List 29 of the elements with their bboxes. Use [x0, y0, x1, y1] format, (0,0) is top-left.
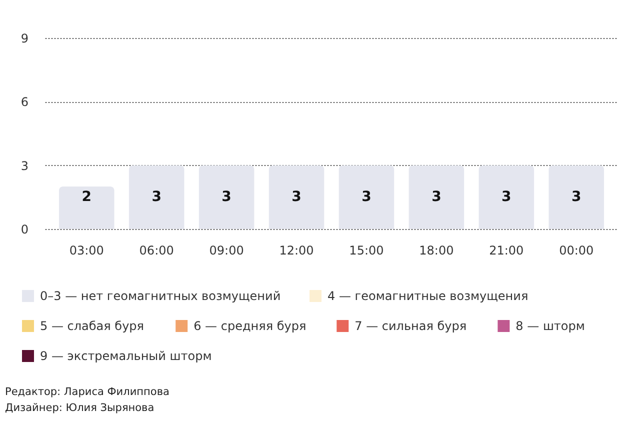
legend-label: 8 — шторм	[516, 319, 585, 333]
data-label: 3	[571, 189, 582, 205]
y-tick-label: 0	[20, 222, 28, 236]
text: Дизайнер: Юлия Зырянова	[5, 402, 154, 414]
data-label: 3	[292, 189, 302, 205]
data-label: 3	[362, 189, 372, 205]
x-tick-label: 09:00	[209, 244, 244, 258]
x-tick-label: 18:00	[419, 244, 454, 258]
x-tick-label: 03:00	[69, 244, 104, 258]
legend-label: 4 — геомагнитные возмущения	[328, 289, 528, 303]
text: Редактор: Лариса Филиппова	[5, 386, 170, 398]
x-tick-label: 12:00	[279, 244, 314, 258]
x-tick-label: 00:00	[559, 244, 594, 258]
data-label: 3	[222, 189, 232, 205]
legend-label: 0–3 — нет геомагнитных возмущений	[40, 289, 281, 303]
legend-label: 9 — экстремальный шторм	[40, 349, 212, 363]
legend-label: 6 — средняя буря	[194, 319, 306, 333]
y-tick-label: 6	[20, 95, 28, 110]
data-label: 2	[82, 189, 92, 205]
x-tick-label: 21:00	[489, 244, 524, 258]
x-tick-label: 06:00	[139, 244, 174, 258]
legend-label: 5 — слабая буря	[40, 319, 144, 333]
data-label: 3	[502, 189, 512, 205]
x-tick-label: 15:00	[349, 244, 384, 258]
data-label: 3	[432, 189, 442, 205]
data-label: 3	[152, 189, 162, 205]
y-tick-label: 3	[20, 158, 28, 173]
y-tick-label: 9	[20, 32, 28, 46]
legend-label: 7 — сильная буря	[354, 319, 467, 333]
